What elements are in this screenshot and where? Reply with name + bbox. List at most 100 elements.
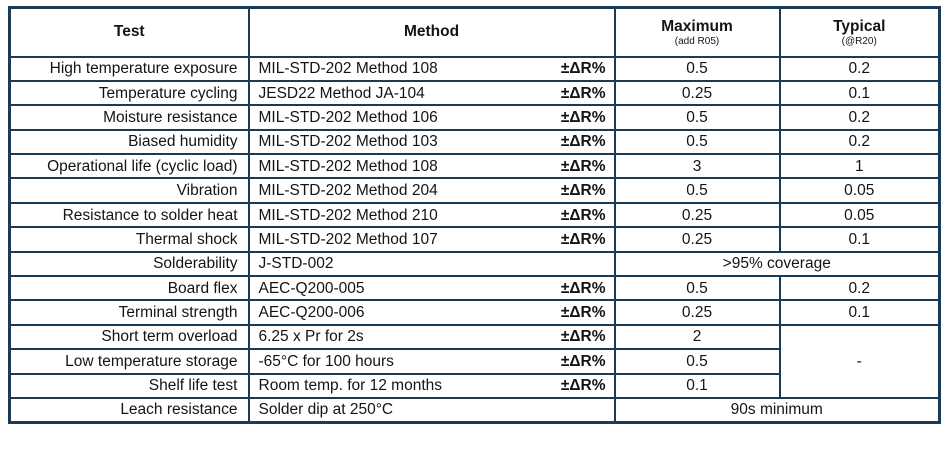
cell-typical: 0.1 xyxy=(778,226,941,253)
cell-typical: 1 xyxy=(778,153,941,180)
typical-sublabel: (@R20) xyxy=(841,35,877,47)
cell-test: High temperature exposure xyxy=(8,55,250,82)
header-row: Test Method Maximum (add R05) Typical (@… xyxy=(8,6,941,58)
cell-method: MIL-STD-202 Method 103 ±ΔR% xyxy=(247,128,616,156)
method-text: AEC-Q200-005 xyxy=(258,279,365,297)
cell-test: Thermal shock xyxy=(8,226,250,253)
maximum-sublabel: (add R05) xyxy=(674,35,720,47)
cell-method: Solder dip at 250°C xyxy=(247,396,616,424)
method-text: JESD22 Method JA-104 xyxy=(258,84,425,102)
col-header-test: Test xyxy=(8,6,250,58)
table-row: Operational life (cyclic load) MIL-STD-2… xyxy=(8,153,941,180)
cell-merged-result: >95% coverage xyxy=(613,250,941,278)
cell-test: Low temperature storage xyxy=(8,348,250,375)
cell-method: MIL-STD-202 Method 107 ±ΔR% xyxy=(247,226,616,253)
cell-test: Shelf life test xyxy=(8,372,250,399)
cell-maximum: 0.5 xyxy=(613,128,781,156)
cell-typical: 0.05 xyxy=(778,177,941,204)
delta-r-label: ±ΔR% xyxy=(560,279,606,297)
method-text: MIL-STD-202 Method 103 xyxy=(258,133,438,151)
table-row: Solderability J-STD-002 >95% coverage xyxy=(8,250,941,278)
cell-test: Vibration xyxy=(8,177,250,204)
table-row: Temperature cycling JESD22 Method JA-104… xyxy=(8,79,941,107)
cell-maximum: 0.25 xyxy=(613,299,781,326)
cell-method: MIL-STD-202 Method 108 ±ΔR% xyxy=(247,153,616,180)
cell-typical: 0.2 xyxy=(778,55,941,82)
cell-test: Leach resistance xyxy=(8,396,250,424)
cell-method: MIL-STD-202 Method 108 ±ΔR% xyxy=(247,55,616,82)
cell-method: JESD22 Method JA-104 ±ΔR% xyxy=(247,79,616,107)
table-row: Board flex AEC-Q200-005 ±ΔR% 0.5 0.2 xyxy=(8,274,941,302)
method-text: AEC-Q200-006 xyxy=(258,304,365,322)
cell-maximum: 0.5 xyxy=(613,274,781,302)
cell-method: J-STD-002 xyxy=(247,250,616,278)
method-text: J-STD-002 xyxy=(258,255,334,273)
delta-r-label: ±ΔR% xyxy=(560,328,606,346)
cell-test: Temperature cycling xyxy=(8,79,250,107)
table-row: Resistance to solder heat MIL-STD-202 Me… xyxy=(8,201,941,229)
table-row: Low temperature storage -65°C for 100 ho… xyxy=(8,348,940,375)
cell-method: 6.25 x Pr for 2s ±ΔR% xyxy=(247,323,616,351)
typical-label: Typical xyxy=(833,17,886,35)
cell-maximum: 0.5 xyxy=(613,104,781,131)
delta-r-label: ±ΔR% xyxy=(560,304,606,322)
table-row: Terminal strength AEC-Q200-006 ±ΔR% 0.25 … xyxy=(8,299,941,326)
delta-r-label: ±ΔR% xyxy=(560,352,606,370)
cell-maximum: 3 xyxy=(613,153,781,180)
cell-method: MIL-STD-202 Method 106 ±ΔR% xyxy=(247,104,616,131)
method-text: Solder dip at 250°C xyxy=(258,401,394,419)
cell-method: Room temp. for 12 months ±ΔR% xyxy=(247,372,616,399)
cell-typical: 0.2 xyxy=(778,128,941,156)
table-row: High temperature exposure MIL-STD-202 Me… xyxy=(8,55,941,82)
cell-typical: 0.1 xyxy=(778,299,941,326)
cell-maximum: 0.5 xyxy=(613,177,781,204)
cell-test: Solderability xyxy=(8,250,250,278)
method-text: Room temp. for 12 months xyxy=(258,377,443,395)
table-row: Biased humidity MIL-STD-202 Method 103 ±Δ… xyxy=(8,128,941,156)
cell-typical: 0.05 xyxy=(778,201,941,229)
delta-r-label: ±ΔR% xyxy=(560,206,606,224)
cell-typical: 0.1 xyxy=(778,79,941,107)
delta-r-label: ±ΔR% xyxy=(560,157,606,175)
method-text: MIL-STD-202 Method 210 xyxy=(258,206,438,224)
cell-test: Biased humidity xyxy=(8,128,250,156)
cell-merged-result: 90s minimum xyxy=(613,396,941,424)
method-text: MIL-STD-202 Method 106 xyxy=(258,108,438,126)
cell-test: Moisture resistance xyxy=(8,104,250,131)
delta-r-label: ±ΔR% xyxy=(560,182,606,200)
cell-method: AEC-Q200-005 ±ΔR% xyxy=(247,274,616,302)
table-row: Moisture resistance MIL-STD-202 Method 1… xyxy=(8,104,941,131)
method-text: MIL-STD-202 Method 108 xyxy=(258,157,438,175)
delta-r-label: ±ΔR% xyxy=(560,60,606,78)
table-row: Shelf life test Room temp. for 12 months… xyxy=(8,372,940,399)
cell-maximum: 0.5 xyxy=(613,55,781,82)
cell-test: Terminal strength xyxy=(8,299,250,326)
cell-maximum: 0.25 xyxy=(613,201,781,229)
table-row: Vibration MIL-STD-202 Method 204 ±ΔR% 0.5… xyxy=(8,177,941,204)
table-row: Leach resistance Solder dip at 250°C 90s… xyxy=(8,396,941,424)
cell-test: Short term overload xyxy=(8,323,250,351)
table-row: Thermal shock MIL-STD-202 Method 107 ±ΔR%… xyxy=(8,226,941,253)
cell-method: AEC-Q200-006 ±ΔR% xyxy=(247,299,616,326)
delta-r-label: ±ΔR% xyxy=(560,84,606,102)
delta-r-label: ±ΔR% xyxy=(560,133,606,151)
col-header-maximum: Maximum (add R05) xyxy=(613,6,781,58)
cell-maximum: 0.25 xyxy=(613,226,781,253)
cell-typical: 0.2 xyxy=(778,104,941,131)
method-text: MIL-STD-202 Method 204 xyxy=(258,182,438,200)
cell-method: MIL-STD-202 Method 210 ±ΔR% xyxy=(247,201,616,229)
delta-r-label: ±ΔR% xyxy=(560,108,606,126)
col-header-typical: Typical (@R20) xyxy=(778,6,941,58)
maximum-label: Maximum xyxy=(661,17,733,35)
qualification-test-table: Test Method Maximum (add R05) Typical (@… xyxy=(8,6,941,424)
method-text: 6.25 x Pr for 2s xyxy=(258,328,364,346)
delta-r-label: ±ΔR% xyxy=(560,377,606,395)
delta-r-label: ±ΔR% xyxy=(560,230,606,248)
method-text: -65°C for 100 hours xyxy=(258,352,394,370)
cell-test: Board flex xyxy=(8,274,250,302)
col-header-method: Method xyxy=(247,6,616,58)
cell-test: Resistance to solder heat xyxy=(8,201,250,229)
method-text: MIL-STD-202 Method 107 xyxy=(258,230,438,248)
cell-typical: 0.2 xyxy=(778,274,941,302)
